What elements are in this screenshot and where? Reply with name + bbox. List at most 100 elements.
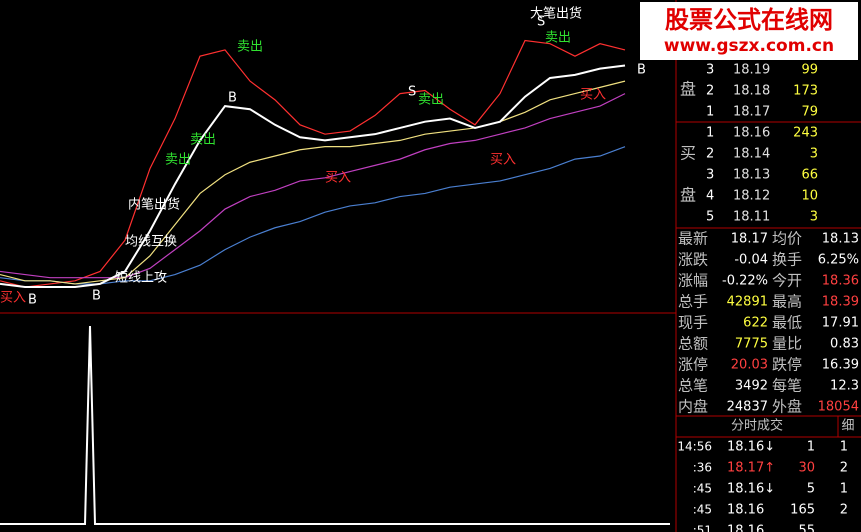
annotation: 卖出 xyxy=(545,31,571,46)
trade-cell: 1 xyxy=(840,482,848,497)
stat-label: 涨停 xyxy=(678,356,708,374)
stat-value: 20.03 xyxy=(731,358,768,373)
stat-label: 外盘 xyxy=(772,398,802,416)
level: 4 xyxy=(706,189,714,204)
annotation: B xyxy=(92,289,101,304)
stat-label: 总额 xyxy=(678,335,708,353)
trade-cell: 18.17↑ xyxy=(727,461,775,476)
annotation: B xyxy=(637,63,646,78)
stat-value: 18.39 xyxy=(822,295,859,310)
volume: 3 xyxy=(810,147,818,162)
annotation: 卖出 xyxy=(190,133,216,148)
stat-value: 17.91 xyxy=(822,316,859,331)
annotation: B xyxy=(228,91,237,106)
volume: 243 xyxy=(793,126,818,141)
trade-cell: 1 xyxy=(840,440,848,455)
stat-value: 18.36 xyxy=(822,274,859,289)
annotation: 均线互换 xyxy=(125,235,177,250)
annotation: S xyxy=(537,15,545,30)
annotation: 买入 xyxy=(0,291,26,306)
annotation: 买入 xyxy=(325,171,351,186)
stat-label: 最高 xyxy=(772,293,802,311)
volume: 10 xyxy=(801,189,818,204)
price: 18.13 xyxy=(733,168,770,183)
trade-cell: 18.16 xyxy=(727,524,764,532)
series-line xyxy=(0,39,626,288)
side-label: 买 xyxy=(680,144,696,163)
stat-value: 18.17 xyxy=(731,232,768,247)
trade-cell: :36 xyxy=(693,461,712,475)
stat-value: 6.25% xyxy=(818,253,859,268)
watermark-url: www.gszx.com.cn xyxy=(664,36,834,56)
stat-label: 最低 xyxy=(772,314,802,332)
stat-value: 3492 xyxy=(735,379,768,394)
level: 3 xyxy=(706,168,714,183)
level: 1 xyxy=(706,105,714,120)
stat-label: 现手 xyxy=(678,314,708,332)
price: 18.12 xyxy=(733,189,770,204)
series-line xyxy=(0,64,626,289)
trade-cell: :51 xyxy=(693,524,712,532)
stat-value: -0.22% xyxy=(722,274,768,289)
stat-label: 换手 xyxy=(772,251,802,269)
trade-cell: :45 xyxy=(693,503,712,517)
trades-title: 分时成交 xyxy=(731,418,783,434)
annotation: S xyxy=(408,85,416,100)
annotation: 短线上攻 xyxy=(115,271,167,286)
series-line xyxy=(0,325,670,525)
volume: 99 xyxy=(801,63,818,78)
price: 18.17 xyxy=(733,105,770,120)
stat-label: 总手 xyxy=(678,293,708,311)
stat-value: 18054 xyxy=(818,400,859,415)
stat-value: 16.39 xyxy=(822,358,859,373)
level: 2 xyxy=(706,147,714,162)
trades-detail: 细 xyxy=(841,419,854,434)
level: 1 xyxy=(706,126,714,141)
annotation: 买入 xyxy=(490,153,516,168)
annotation: 卖出 xyxy=(165,153,191,168)
trade-cell: 18.16↓ xyxy=(727,482,775,497)
stat-value: 622 xyxy=(743,316,768,331)
level: 3 xyxy=(706,63,714,78)
price: 18.18 xyxy=(733,84,770,99)
volume: 173 xyxy=(793,84,818,99)
stat-value: 0.83 xyxy=(830,337,859,352)
trade-cell: 5 xyxy=(807,482,815,497)
price: 18.19 xyxy=(733,63,770,78)
side-label: 盘 xyxy=(680,80,696,99)
trade-cell: 2 xyxy=(840,503,848,518)
volume: 79 xyxy=(801,105,818,120)
stat-label: 内盘 xyxy=(678,398,708,416)
trade-cell: 2 xyxy=(840,461,848,476)
price: 18.14 xyxy=(733,147,770,162)
watermark-name: 股票公式在线网 xyxy=(665,6,833,34)
stat-label: 涨跌 xyxy=(678,251,708,269)
stat-value: 12.3 xyxy=(830,379,859,394)
annotation: 卖出 xyxy=(418,93,444,108)
price: 18.11 xyxy=(733,210,770,225)
stat-label: 量比 xyxy=(772,335,802,353)
stat-label: 每笔 xyxy=(772,377,802,395)
volume: 66 xyxy=(801,168,818,183)
stat-label: 总笔 xyxy=(678,377,708,395)
stat-label: 最新 xyxy=(678,230,708,248)
stat-label: 均价 xyxy=(772,230,802,248)
trade-cell: 18.16 xyxy=(727,503,764,518)
volume: 3 xyxy=(810,210,818,225)
stat-label: 今开 xyxy=(772,272,802,290)
series-line xyxy=(0,80,626,285)
series-line xyxy=(0,93,626,279)
annotation: 卖出 xyxy=(237,40,263,55)
stat-value: 7775 xyxy=(735,337,768,352)
annotation: 内笔出货 xyxy=(128,197,180,213)
trade-cell: :45 xyxy=(693,482,712,496)
side-label: 盘 xyxy=(680,186,696,205)
trade-cell: 1 xyxy=(807,440,815,455)
trade-cell: 30 xyxy=(798,461,815,476)
stat-label: 涨幅 xyxy=(678,272,708,290)
stat-value: 24837 xyxy=(727,400,768,415)
level: 2 xyxy=(706,84,714,99)
trade-cell: 55 xyxy=(798,524,815,532)
stat-label: 跌停 xyxy=(772,356,802,374)
stat-value: 42891 xyxy=(727,295,768,310)
